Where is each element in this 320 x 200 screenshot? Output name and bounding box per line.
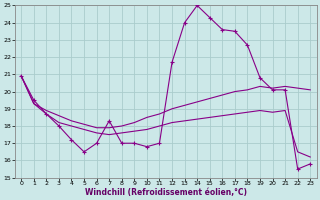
- X-axis label: Windchill (Refroidissement éolien,°C): Windchill (Refroidissement éolien,°C): [85, 188, 247, 197]
